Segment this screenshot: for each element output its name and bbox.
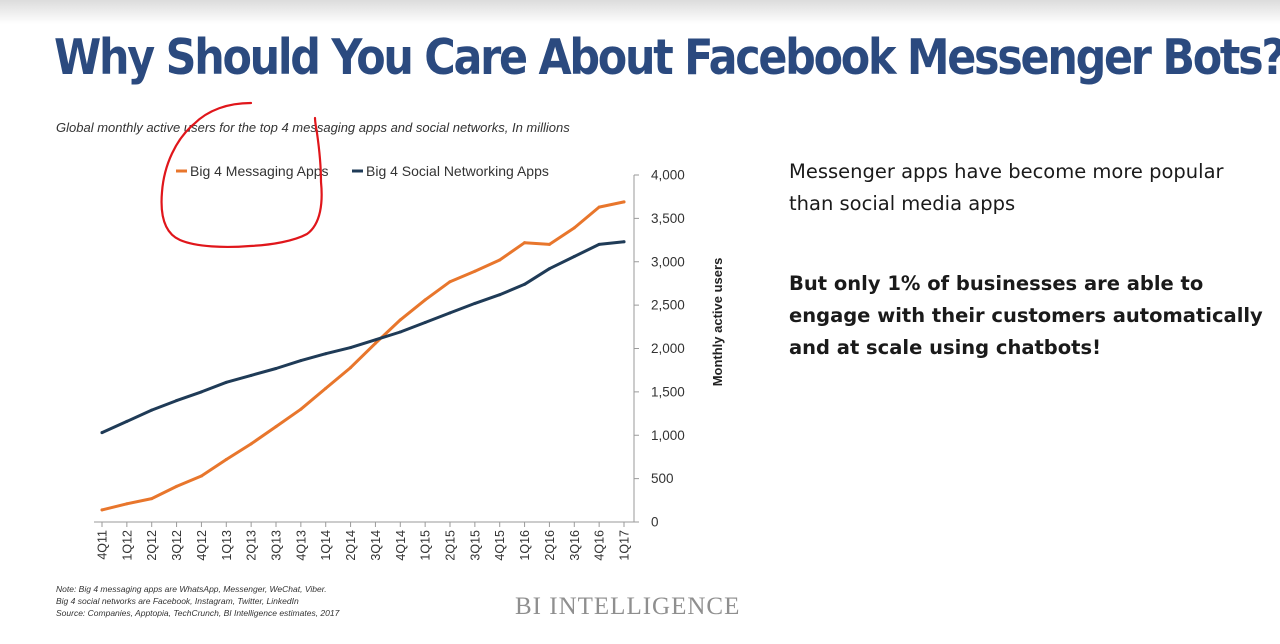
data-point xyxy=(249,373,253,377)
chart-notes: Note: Big 4 messaging apps are WhatsApp,… xyxy=(56,583,476,619)
x-tick-label: 1Q16 xyxy=(518,530,532,561)
x-tick-label: 2Q12 xyxy=(145,530,159,561)
legend-label: Big 4 Messaging Apps xyxy=(190,163,329,179)
messenger-popularity-text: Messenger apps have become more popular … xyxy=(789,160,1224,215)
x-tick-label: 3Q13 xyxy=(270,530,284,561)
data-point xyxy=(498,258,502,262)
x-tick-label: 2Q16 xyxy=(543,530,557,561)
x-tick-label: 3Q12 xyxy=(170,530,184,561)
data-point xyxy=(274,425,278,429)
x-tick-label: 3Q15 xyxy=(468,530,482,561)
x-tick-label: 1Q12 xyxy=(120,530,134,561)
x-tick-label: 4Q16 xyxy=(593,530,607,561)
data-point xyxy=(324,386,328,390)
data-point xyxy=(125,419,129,423)
y-tick-label: 4,000 xyxy=(651,168,685,183)
data-point xyxy=(349,346,353,350)
data-point xyxy=(100,508,104,512)
x-tick-label: 1Q14 xyxy=(319,530,333,561)
note-line: Source: Companies, Apptopia, TechCrunch,… xyxy=(56,608,340,618)
y-tick-label: 1,500 xyxy=(651,384,685,399)
data-point xyxy=(175,484,179,488)
data-point xyxy=(448,311,452,315)
y-tick-label: 3,000 xyxy=(651,254,685,269)
data-point xyxy=(547,267,551,271)
data-point xyxy=(597,205,601,209)
note-line: Note: Big 4 messaging apps are WhatsApp,… xyxy=(56,584,327,594)
x-tick-label: 2Q13 xyxy=(245,530,259,561)
data-point xyxy=(398,330,402,334)
x-tick-label: 4Q12 xyxy=(195,530,209,561)
x-tick-label: 2Q14 xyxy=(344,530,358,561)
data-point xyxy=(125,502,129,506)
data-point xyxy=(249,442,253,446)
y-tick-label: 0 xyxy=(651,515,659,530)
data-point xyxy=(622,240,626,244)
data-point xyxy=(523,282,527,286)
data-point xyxy=(622,200,626,204)
data-point xyxy=(473,269,477,273)
data-point xyxy=(224,380,228,384)
chatbot-adoption-text: But only 1% of businesses are able to en… xyxy=(789,272,1263,359)
chart-legend: Big 4 Messaging Apps Big 4 Social Network… xyxy=(176,163,549,179)
x-tick-label: 1Q17 xyxy=(618,530,632,561)
x-tick-label: 4Q11 xyxy=(96,530,110,560)
chart-title: Global monthly active users for the top … xyxy=(56,120,570,135)
data-point xyxy=(324,352,328,356)
data-point xyxy=(423,298,427,302)
data-point xyxy=(150,497,154,501)
x-tick-label: 1Q15 xyxy=(419,530,433,561)
y-tick-label: 3,500 xyxy=(651,211,685,226)
data-point xyxy=(597,242,601,246)
chart-layer: 0 500 1,000 1,500 2,000 2,500 3,000 3,500 4,000 M… xyxy=(94,168,725,561)
data-point xyxy=(199,474,203,478)
data-point xyxy=(274,366,278,370)
data-point xyxy=(373,341,377,345)
x-tick-label: 4Q14 xyxy=(394,530,408,561)
x-tick-label: 2Q15 xyxy=(444,530,458,561)
top-shade xyxy=(0,0,1280,24)
data-point xyxy=(572,226,576,230)
data-point xyxy=(448,280,452,284)
data-point xyxy=(373,338,377,342)
data-point xyxy=(523,241,527,245)
y-tick-label: 500 xyxy=(651,471,674,486)
hand-drawn-circle-annotation xyxy=(160,101,323,248)
series-line xyxy=(100,200,626,512)
y-tick-label: 1,000 xyxy=(651,428,685,443)
x-tick-label: 3Q14 xyxy=(369,530,383,561)
data-point xyxy=(349,366,353,370)
data-point xyxy=(224,458,228,462)
x-tick-label: 4Q13 xyxy=(294,530,308,561)
x-tick-label: 4Q15 xyxy=(493,530,507,561)
bi-intelligence-logo: BI INTELLIGENCE xyxy=(515,593,741,620)
data-point xyxy=(473,301,477,305)
series-line xyxy=(100,240,626,435)
slide-title: Why Should You Care About Facebook Messe… xyxy=(54,29,1280,86)
data-point xyxy=(547,242,551,246)
y-tick-label: 2,500 xyxy=(651,298,685,313)
y-tick-label: 2,000 xyxy=(651,341,685,356)
data-point xyxy=(150,408,154,412)
data-point xyxy=(175,399,179,403)
data-point xyxy=(100,431,104,435)
x-tick-label: 3Q16 xyxy=(568,530,582,561)
x-tick-label: 1Q13 xyxy=(220,530,234,561)
data-point xyxy=(572,255,576,259)
legend-label: Big 4 Social Networking Apps xyxy=(366,163,549,179)
data-point xyxy=(299,407,303,411)
data-point xyxy=(498,293,502,297)
data-point xyxy=(398,318,402,322)
y-axis-label: Monthly active users xyxy=(710,258,725,387)
data-point xyxy=(199,390,203,394)
note-line: Big 4 social networks are Facebook, Inst… xyxy=(56,596,299,606)
data-point xyxy=(423,320,427,324)
data-point xyxy=(299,359,303,363)
